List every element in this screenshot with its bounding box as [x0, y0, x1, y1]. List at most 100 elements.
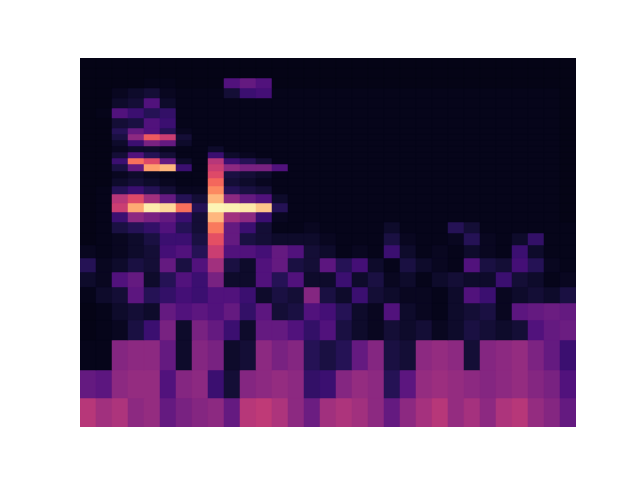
heatmap-cell: [240, 186, 256, 194]
heatmap-cell: [160, 134, 176, 140]
heatmap-cell: [464, 194, 480, 203]
heatmap-cell: [304, 320, 320, 340]
heatmap-cell: [272, 58, 288, 68]
heatmap-cell: [160, 88, 176, 98]
heatmap-cell: [432, 178, 448, 186]
heatmap-cell: [528, 146, 544, 152]
heatmap-cell: [128, 258, 144, 272]
chart-svg: [0, 0, 640, 480]
heatmap-cell: [256, 370, 272, 398]
heatmap-cell: [528, 140, 544, 146]
heatmap-cell: [512, 88, 528, 98]
heatmap-cell: [528, 88, 544, 98]
heatmap-cell: [352, 171, 368, 178]
heatmap-cell: [304, 128, 320, 134]
heatmap-cell: [416, 164, 432, 171]
heatmap-cell: [256, 134, 272, 140]
heatmap-cell: [224, 258, 240, 272]
heatmap-cell: [128, 222, 144, 233]
heatmap-cell: [208, 186, 224, 194]
heatmap-cell: [256, 186, 272, 194]
heatmap-cell: [400, 233, 416, 245]
heatmap-cell: [384, 194, 400, 203]
heatmap-cell: [144, 233, 160, 245]
heatmap-cell: [128, 118, 144, 128]
heatmap-cell: [448, 158, 464, 164]
heatmap-cell: [496, 258, 512, 272]
heatmap-cell: [384, 164, 400, 171]
heatmap-cell: [160, 258, 176, 272]
heatmap-cell: [432, 245, 448, 258]
heatmap-cell: [240, 245, 256, 258]
heatmap-cell: [336, 152, 352, 158]
heatmap-cell: [336, 203, 352, 212]
heatmap-cell: [176, 128, 192, 134]
heatmap-cell: [288, 108, 304, 118]
heatmap-cell: [80, 140, 96, 146]
heatmap-cell: [544, 78, 560, 88]
heatmap-cell: [336, 158, 352, 164]
heatmap-cell: [224, 272, 240, 287]
heatmap-cell: [224, 78, 240, 88]
heatmap-cell: [400, 128, 416, 134]
heatmap-cell: [176, 152, 192, 158]
heatmap-cell: [464, 222, 480, 233]
heatmap-cell: [384, 88, 400, 98]
heatmap-cell: [224, 245, 240, 258]
heatmap-cell: [96, 287, 112, 303]
heatmap-cell: [192, 212, 208, 222]
heatmap-cell: [400, 186, 416, 194]
heatmap-cell: [448, 128, 464, 134]
heatmap-cell: [336, 233, 352, 245]
heatmap-cell: [464, 146, 480, 152]
heatmap-cell: [336, 146, 352, 152]
heatmap-cell: [352, 258, 368, 272]
heatmap-cell: [480, 398, 496, 427]
heatmap-cell: [80, 245, 96, 258]
heatmap-cell: [464, 152, 480, 158]
heatmap-cell: [96, 128, 112, 134]
heatmap-cell: [448, 118, 464, 128]
heatmap-cell: [272, 118, 288, 128]
heatmap-cell: [448, 108, 464, 118]
heatmap-cell: [432, 398, 448, 427]
heatmap-cell: [416, 78, 432, 88]
heatmap-cell: [512, 158, 528, 164]
heatmap-cell: [496, 203, 512, 212]
heatmap-cell: [112, 245, 128, 258]
heatmap-cell: [80, 152, 96, 158]
heatmap-cell: [512, 178, 528, 186]
heatmap-cell: [384, 140, 400, 146]
heatmap-cell: [96, 68, 112, 78]
heatmap-cell: [96, 178, 112, 186]
heatmap-cell: [432, 68, 448, 78]
heatmap-cell: [512, 186, 528, 194]
heatmap-cell: [208, 212, 224, 222]
heatmap-cell: [560, 233, 576, 245]
heatmap-cell: [144, 287, 160, 303]
heatmap-cell: [176, 58, 192, 68]
heatmap-cell: [144, 245, 160, 258]
heatmap-cell: [112, 98, 128, 108]
heatmap-cell: [208, 171, 224, 178]
heatmap-cell: [224, 118, 240, 128]
heatmap-cell: [96, 222, 112, 233]
heatmap-cell: [112, 134, 128, 140]
heatmap-cell: [288, 186, 304, 194]
heatmap-cell: [256, 222, 272, 233]
heatmap-cell: [240, 222, 256, 233]
heatmap-cell: [544, 118, 560, 128]
heatmap-cell: [512, 398, 528, 427]
heatmap-cell: [368, 233, 384, 245]
heatmap-cell: [400, 320, 416, 340]
heatmap-cell: [544, 320, 560, 340]
heatmap-cell: [336, 140, 352, 146]
heatmap-cell: [464, 258, 480, 272]
heatmap-cell: [80, 118, 96, 128]
heatmap-cell: [80, 398, 96, 427]
heatmap-cell: [512, 320, 528, 340]
heatmap-cell: [304, 171, 320, 178]
heatmap-cell: [496, 398, 512, 427]
heatmap-cell: [384, 108, 400, 118]
heatmap-cell: [384, 128, 400, 134]
